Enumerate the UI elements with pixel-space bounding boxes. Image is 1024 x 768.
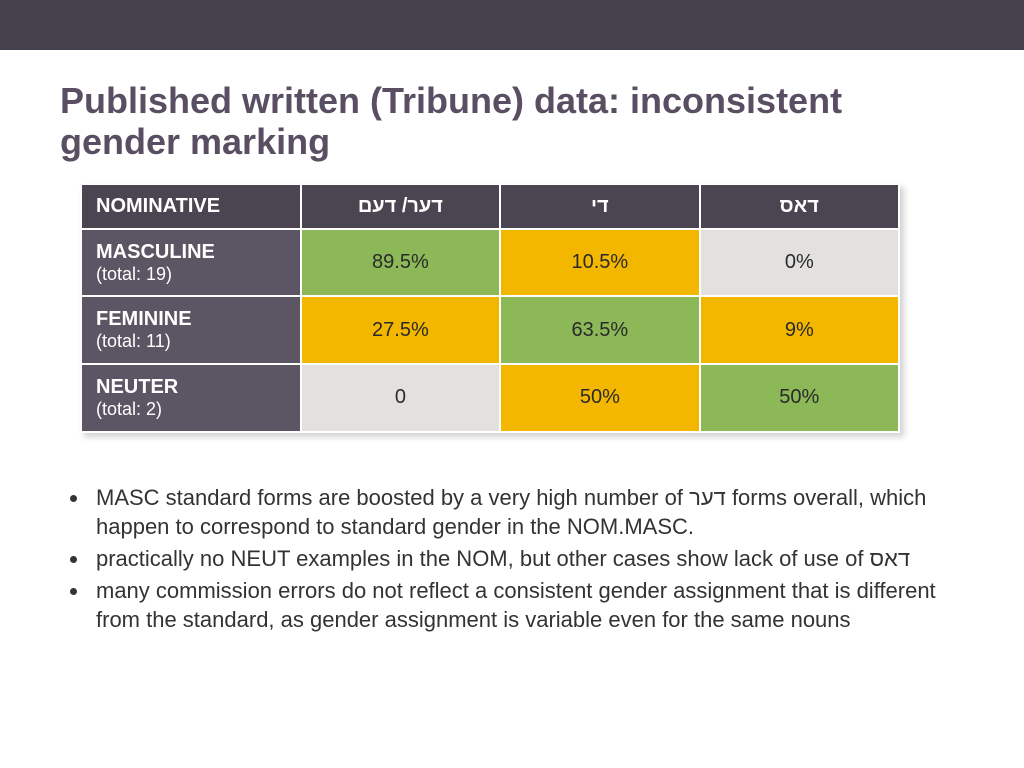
- table-cell: 50%: [500, 364, 699, 432]
- table-cell: 9%: [700, 296, 899, 364]
- slide-title: Published written (Tribune) data: incons…: [60, 80, 964, 163]
- bullet-item: many commission errors do not reflect a …: [90, 576, 964, 635]
- col-header: דער/ דעם: [301, 184, 500, 229]
- table-cell: 50%: [700, 364, 899, 432]
- table-cell: 0%: [700, 229, 899, 297]
- table-row: NEUTER(total: 2)050%50%: [81, 364, 899, 432]
- slide-content: Published written (Tribune) data: incons…: [0, 50, 1024, 657]
- gender-table: NOMINATIVE דער/ דעם די דאס MASCULINE(tot…: [80, 183, 900, 433]
- table-cell: 27.5%: [301, 296, 500, 364]
- row-header: FEMININE(total: 11): [81, 296, 301, 364]
- table-cell: 10.5%: [500, 229, 699, 297]
- table-cell: 63.5%: [500, 296, 699, 364]
- table-cell: 0: [301, 364, 500, 432]
- top-bar: [0, 0, 1024, 50]
- col-header: דאס: [700, 184, 899, 229]
- bullet-list: MASC standard forms are boosted by a ver…: [60, 483, 964, 635]
- table-row: MASCULINE(total: 19)89.5%10.5%0%: [81, 229, 899, 297]
- table-cell: 89.5%: [301, 229, 500, 297]
- bullet-item: MASC standard forms are boosted by a ver…: [90, 483, 964, 542]
- table-corner: NOMINATIVE: [81, 184, 301, 229]
- row-header: NEUTER(total: 2): [81, 364, 301, 432]
- bullet-item: practically no NEUT examples in the NOM,…: [90, 544, 964, 574]
- col-header: די: [500, 184, 699, 229]
- row-header: MASCULINE(total: 19): [81, 229, 301, 297]
- table-body: MASCULINE(total: 19)89.5%10.5%0%FEMININE…: [81, 229, 899, 432]
- table-row: FEMININE(total: 11)27.5%63.5%9%: [81, 296, 899, 364]
